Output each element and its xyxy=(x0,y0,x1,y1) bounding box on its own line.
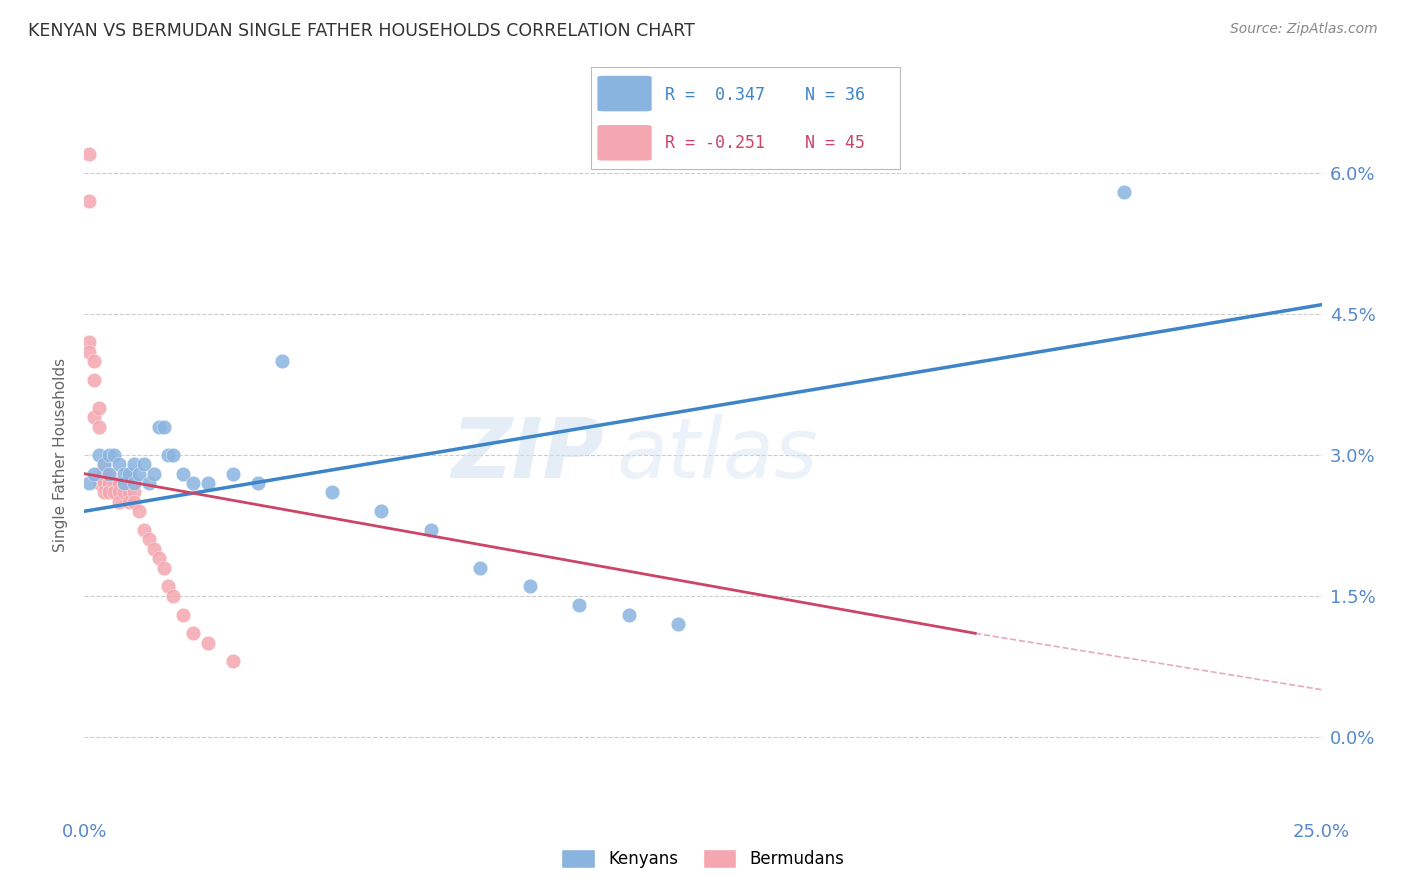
Point xyxy=(162,448,184,462)
Point xyxy=(419,523,441,537)
Text: atlas: atlas xyxy=(616,415,818,495)
Point xyxy=(98,476,121,491)
Point xyxy=(162,589,184,603)
Point xyxy=(93,458,115,472)
Point xyxy=(118,467,141,481)
Point xyxy=(112,476,135,491)
Point xyxy=(181,626,204,640)
Point xyxy=(617,607,640,622)
Point xyxy=(79,147,101,161)
Point xyxy=(148,419,170,434)
Point xyxy=(108,485,131,500)
Point xyxy=(98,485,121,500)
Point xyxy=(79,194,101,209)
Point xyxy=(112,476,135,491)
Point xyxy=(271,354,294,368)
Point xyxy=(138,476,160,491)
Point xyxy=(172,607,194,622)
Point xyxy=(122,495,145,509)
Point xyxy=(112,485,135,500)
Point xyxy=(132,523,155,537)
Point xyxy=(122,485,145,500)
Point xyxy=(89,476,111,491)
Point xyxy=(98,476,121,491)
Point xyxy=(98,485,121,500)
Point xyxy=(132,458,155,472)
Point xyxy=(1112,185,1135,199)
Point xyxy=(103,485,125,500)
Point xyxy=(118,485,141,500)
Point xyxy=(79,335,101,350)
Point xyxy=(148,551,170,566)
Point xyxy=(89,467,111,481)
Point xyxy=(93,467,115,481)
Point xyxy=(98,448,121,462)
Point xyxy=(519,579,541,593)
Point xyxy=(98,467,121,481)
Legend: Kenyans, Bermudans: Kenyans, Bermudans xyxy=(555,842,851,875)
Point xyxy=(83,467,105,481)
Point xyxy=(93,485,115,500)
Point xyxy=(197,636,219,650)
FancyBboxPatch shape xyxy=(596,124,652,161)
Point xyxy=(108,476,131,491)
Point xyxy=(568,598,591,612)
Point xyxy=(152,419,174,434)
Point xyxy=(89,419,111,434)
Point xyxy=(128,467,150,481)
Point xyxy=(128,504,150,518)
Point xyxy=(83,373,105,387)
Y-axis label: Single Father Households: Single Father Households xyxy=(53,358,69,552)
Point xyxy=(666,616,689,631)
Text: Source: ZipAtlas.com: Source: ZipAtlas.com xyxy=(1230,22,1378,37)
Text: R =  0.347    N = 36: R = 0.347 N = 36 xyxy=(665,86,865,103)
Point xyxy=(83,354,105,368)
Point xyxy=(470,560,492,574)
Point xyxy=(112,467,135,481)
Point xyxy=(89,448,111,462)
Point xyxy=(246,476,269,491)
Point xyxy=(89,401,111,415)
Point xyxy=(142,467,165,481)
Point xyxy=(142,541,165,556)
Point xyxy=(157,448,180,462)
Point xyxy=(122,458,145,472)
Point xyxy=(83,410,105,425)
Text: KENYAN VS BERMUDAN SINGLE FATHER HOUSEHOLDS CORRELATION CHART: KENYAN VS BERMUDAN SINGLE FATHER HOUSEHO… xyxy=(28,22,695,40)
Point xyxy=(118,495,141,509)
Text: ZIP: ZIP xyxy=(451,415,605,495)
Point xyxy=(197,476,219,491)
Point xyxy=(79,476,101,491)
Point xyxy=(321,485,343,500)
Point xyxy=(103,448,125,462)
Point xyxy=(122,476,145,491)
Point xyxy=(103,485,125,500)
Point xyxy=(98,467,121,481)
Point xyxy=(93,476,115,491)
Point xyxy=(108,458,131,472)
FancyBboxPatch shape xyxy=(596,75,652,112)
Point xyxy=(103,476,125,491)
Point xyxy=(222,467,245,481)
Point xyxy=(79,344,101,359)
Point xyxy=(138,533,160,547)
Point xyxy=(152,560,174,574)
Point xyxy=(93,458,115,472)
Point xyxy=(108,495,131,509)
Text: R = -0.251    N = 45: R = -0.251 N = 45 xyxy=(665,134,865,152)
Point xyxy=(122,476,145,491)
Point xyxy=(172,467,194,481)
Point xyxy=(222,655,245,669)
Point xyxy=(157,579,180,593)
Point xyxy=(181,476,204,491)
Point xyxy=(370,504,392,518)
